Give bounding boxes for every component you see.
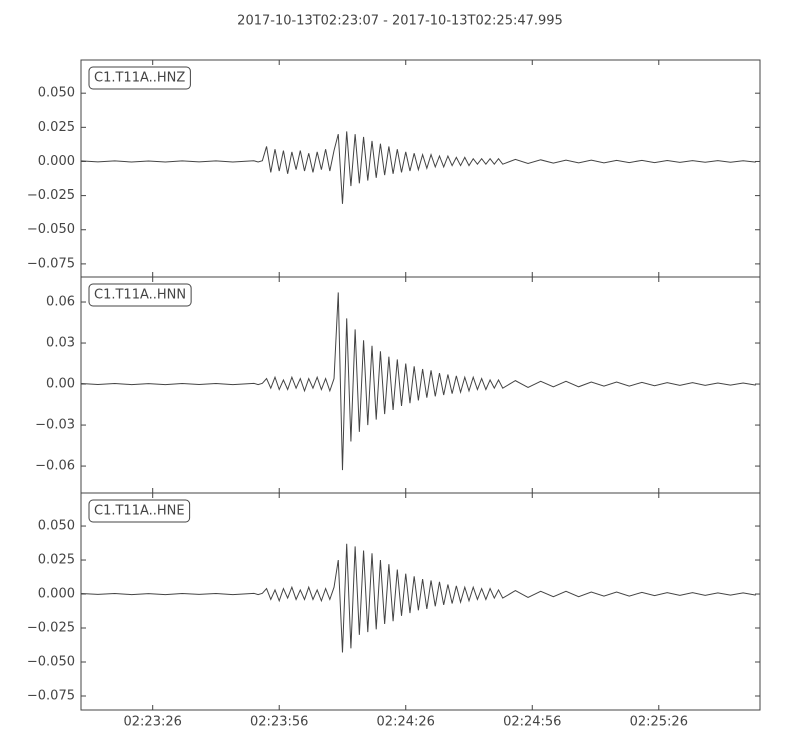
y-tick-label: 0.025 xyxy=(38,553,75,568)
waveform xyxy=(80,543,756,653)
y-tick-label: −0.050 xyxy=(27,222,75,237)
y-tick-label: 0.00 xyxy=(46,377,75,392)
y-tick-label: −0.025 xyxy=(27,621,75,636)
waveform xyxy=(80,131,756,204)
y-tick-label: 0.06 xyxy=(46,295,75,310)
legend-label: C1.T11A..HNE xyxy=(94,504,185,519)
y-tick-label: −0.03 xyxy=(35,418,75,433)
y-tick-label: −0.025 xyxy=(27,188,75,203)
x-tick-label: 02:23:26 xyxy=(124,715,182,730)
y-tick-label: 0.03 xyxy=(46,336,75,351)
x-tick-label: 02:23:56 xyxy=(250,715,308,730)
y-tick-label: 0.000 xyxy=(38,587,75,602)
x-tick-label: 02:24:26 xyxy=(377,715,435,730)
legend-label: C1.T11A..HNZ xyxy=(94,71,185,86)
legend-label: C1.T11A..HNN xyxy=(94,288,186,303)
y-tick-label: −0.075 xyxy=(27,688,75,703)
y-tick-label: 0.050 xyxy=(38,86,75,101)
y-tick-label: 0.050 xyxy=(38,519,75,534)
y-tick-label: 0.000 xyxy=(38,154,75,169)
panel-frame xyxy=(80,492,761,711)
waveform xyxy=(80,292,756,471)
panel-frame xyxy=(80,59,761,278)
y-tick-label: 0.025 xyxy=(38,120,75,135)
y-tick-label: −0.075 xyxy=(27,256,75,271)
x-tick-label: 02:25:26 xyxy=(630,715,688,730)
legend-box xyxy=(88,499,191,523)
x-tick-label: 02:24:56 xyxy=(503,715,561,730)
y-tick-label: −0.050 xyxy=(27,655,75,670)
y-tick-label: −0.06 xyxy=(35,459,75,474)
legend-box xyxy=(88,283,192,307)
chart-title: 2017-10-13T02:23:07 - 2017-10-13T02:25:4… xyxy=(237,14,563,29)
legend-box xyxy=(88,66,191,90)
